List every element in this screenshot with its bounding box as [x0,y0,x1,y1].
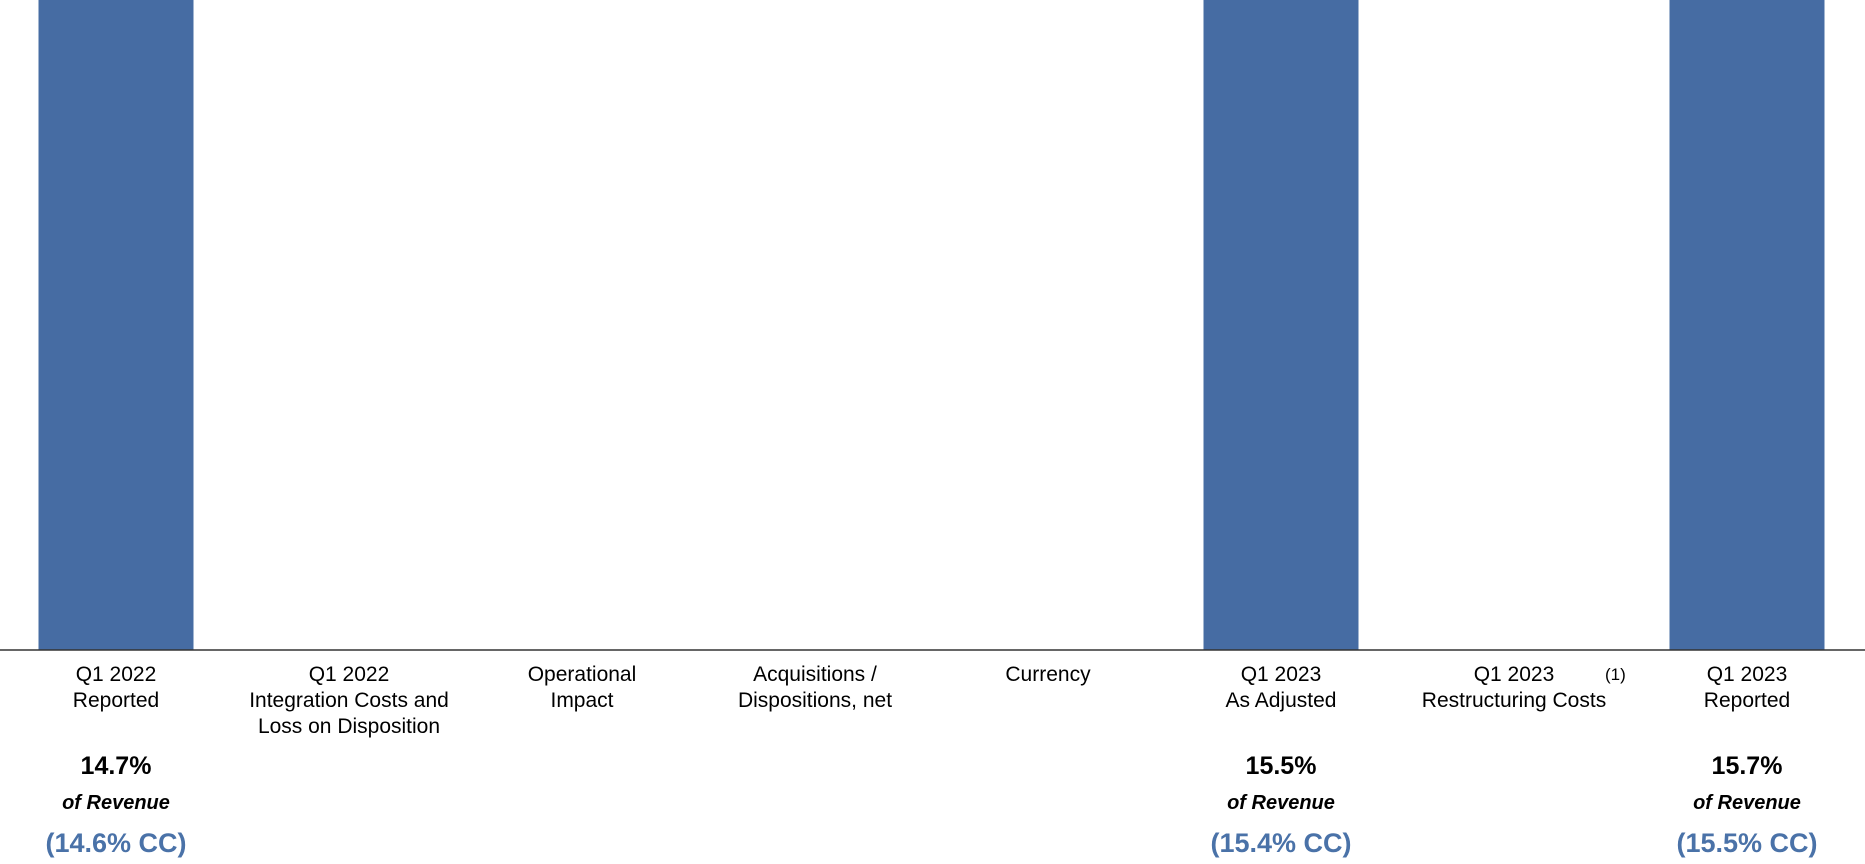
category-label: Operational Impact [527,663,637,712]
constant-currency-percent: (14.6% CC) [45,828,187,858]
constant-currency-percent: (15.5% CC) [1676,828,1818,858]
category-label: Currency [1005,663,1091,686]
constant-currency-percent: (15.4% CC) [1210,828,1352,858]
category-label: Q1 2023 As Adjusted [1225,663,1337,712]
of-revenue-label: of Revenue [1693,792,1801,814]
category-label: Acquisitions / Dispositions, net [737,663,893,712]
margin-percent: 15.7% [1711,752,1783,780]
category-label: Q1 2023 Reported [1703,663,1791,712]
category-label: Q1 2023 Restructuring Costs [1421,663,1607,712]
waterfall-bar [38,0,194,651]
margin-percent: 14.7% [80,752,152,780]
waterfall-bar [1669,0,1825,650]
waterfall-bar [1203,0,1359,650]
category-label: Q1 2022 Integration Costs and Loss on Disp… [249,663,449,738]
margin-percent: 15.5% [1245,752,1317,780]
footnote-marker: (1) [1605,665,1626,684]
category-label: Q1 2022 Reported [72,663,160,712]
of-revenue-label: of Revenue [62,792,170,814]
of-revenue-label: of Revenue [1227,792,1335,814]
